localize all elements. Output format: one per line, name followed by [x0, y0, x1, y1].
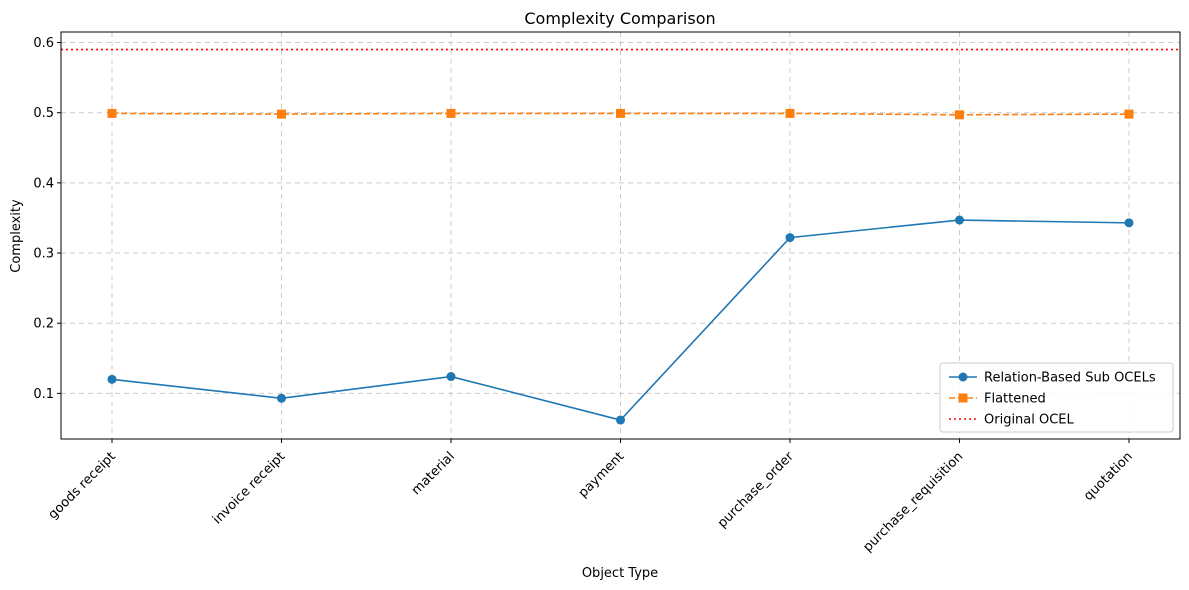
data-point	[1124, 218, 1134, 228]
legend-label: Flattened	[984, 392, 1046, 407]
data-point	[785, 233, 795, 243]
x-tick-label: purchase_order	[715, 449, 797, 531]
data-point	[277, 393, 286, 403]
y-tick-label: 0.6	[33, 36, 54, 51]
x-tick-label: quotation	[1081, 449, 1136, 504]
x-tick-label: goods receipt	[46, 449, 119, 522]
y-tick-label: 0.5	[33, 106, 54, 121]
x-axis-label: Object Type	[582, 566, 658, 581]
legend-marker	[958, 372, 968, 382]
data-point	[1124, 109, 1134, 119]
y-axis-ticks: 0.1 0.2 0.3 0.4 0.5 0.6	[33, 36, 61, 402]
y-tick-label: 0.3	[33, 247, 54, 262]
legend-label: Relation-Based Sub OCELs	[984, 371, 1156, 386]
grid-lines	[61, 32, 1180, 439]
data-point	[446, 372, 456, 382]
legend-label: Original OCEL	[984, 413, 1075, 428]
y-tick-label: 0.2	[33, 317, 54, 332]
x-tick-label: purchase_requisition	[861, 449, 967, 555]
y-tick-label: 0.1	[33, 387, 54, 402]
x-tick-label: material	[409, 449, 458, 498]
x-axis-ticks: goods receipt invoice receipt material paym…	[46, 439, 1136, 555]
x-tick-label: payment	[576, 449, 628, 501]
series-layer	[61, 48, 1180, 425]
data-point	[107, 374, 117, 384]
y-axis-label: Complexity	[9, 199, 24, 273]
data-point	[107, 108, 117, 118]
data-point	[616, 415, 625, 425]
y-tick-label: 0.4	[33, 176, 54, 191]
data-point	[955, 215, 964, 225]
x-tick-label: invoice receipt	[210, 449, 288, 527]
chart-title: Complexity Comparison	[524, 9, 715, 28]
legend: Relation-Based Sub OCELs Flattened Origina…	[939, 362, 1174, 433]
data-point	[785, 108, 795, 118]
data-point	[446, 108, 456, 118]
data-point	[616, 108, 625, 118]
legend-box	[939, 362, 1174, 433]
data-point	[955, 110, 964, 120]
chart-title-text: Complexity Comparison	[524, 9, 715, 28]
data-point	[277, 109, 286, 119]
legend-marker	[958, 393, 968, 403]
